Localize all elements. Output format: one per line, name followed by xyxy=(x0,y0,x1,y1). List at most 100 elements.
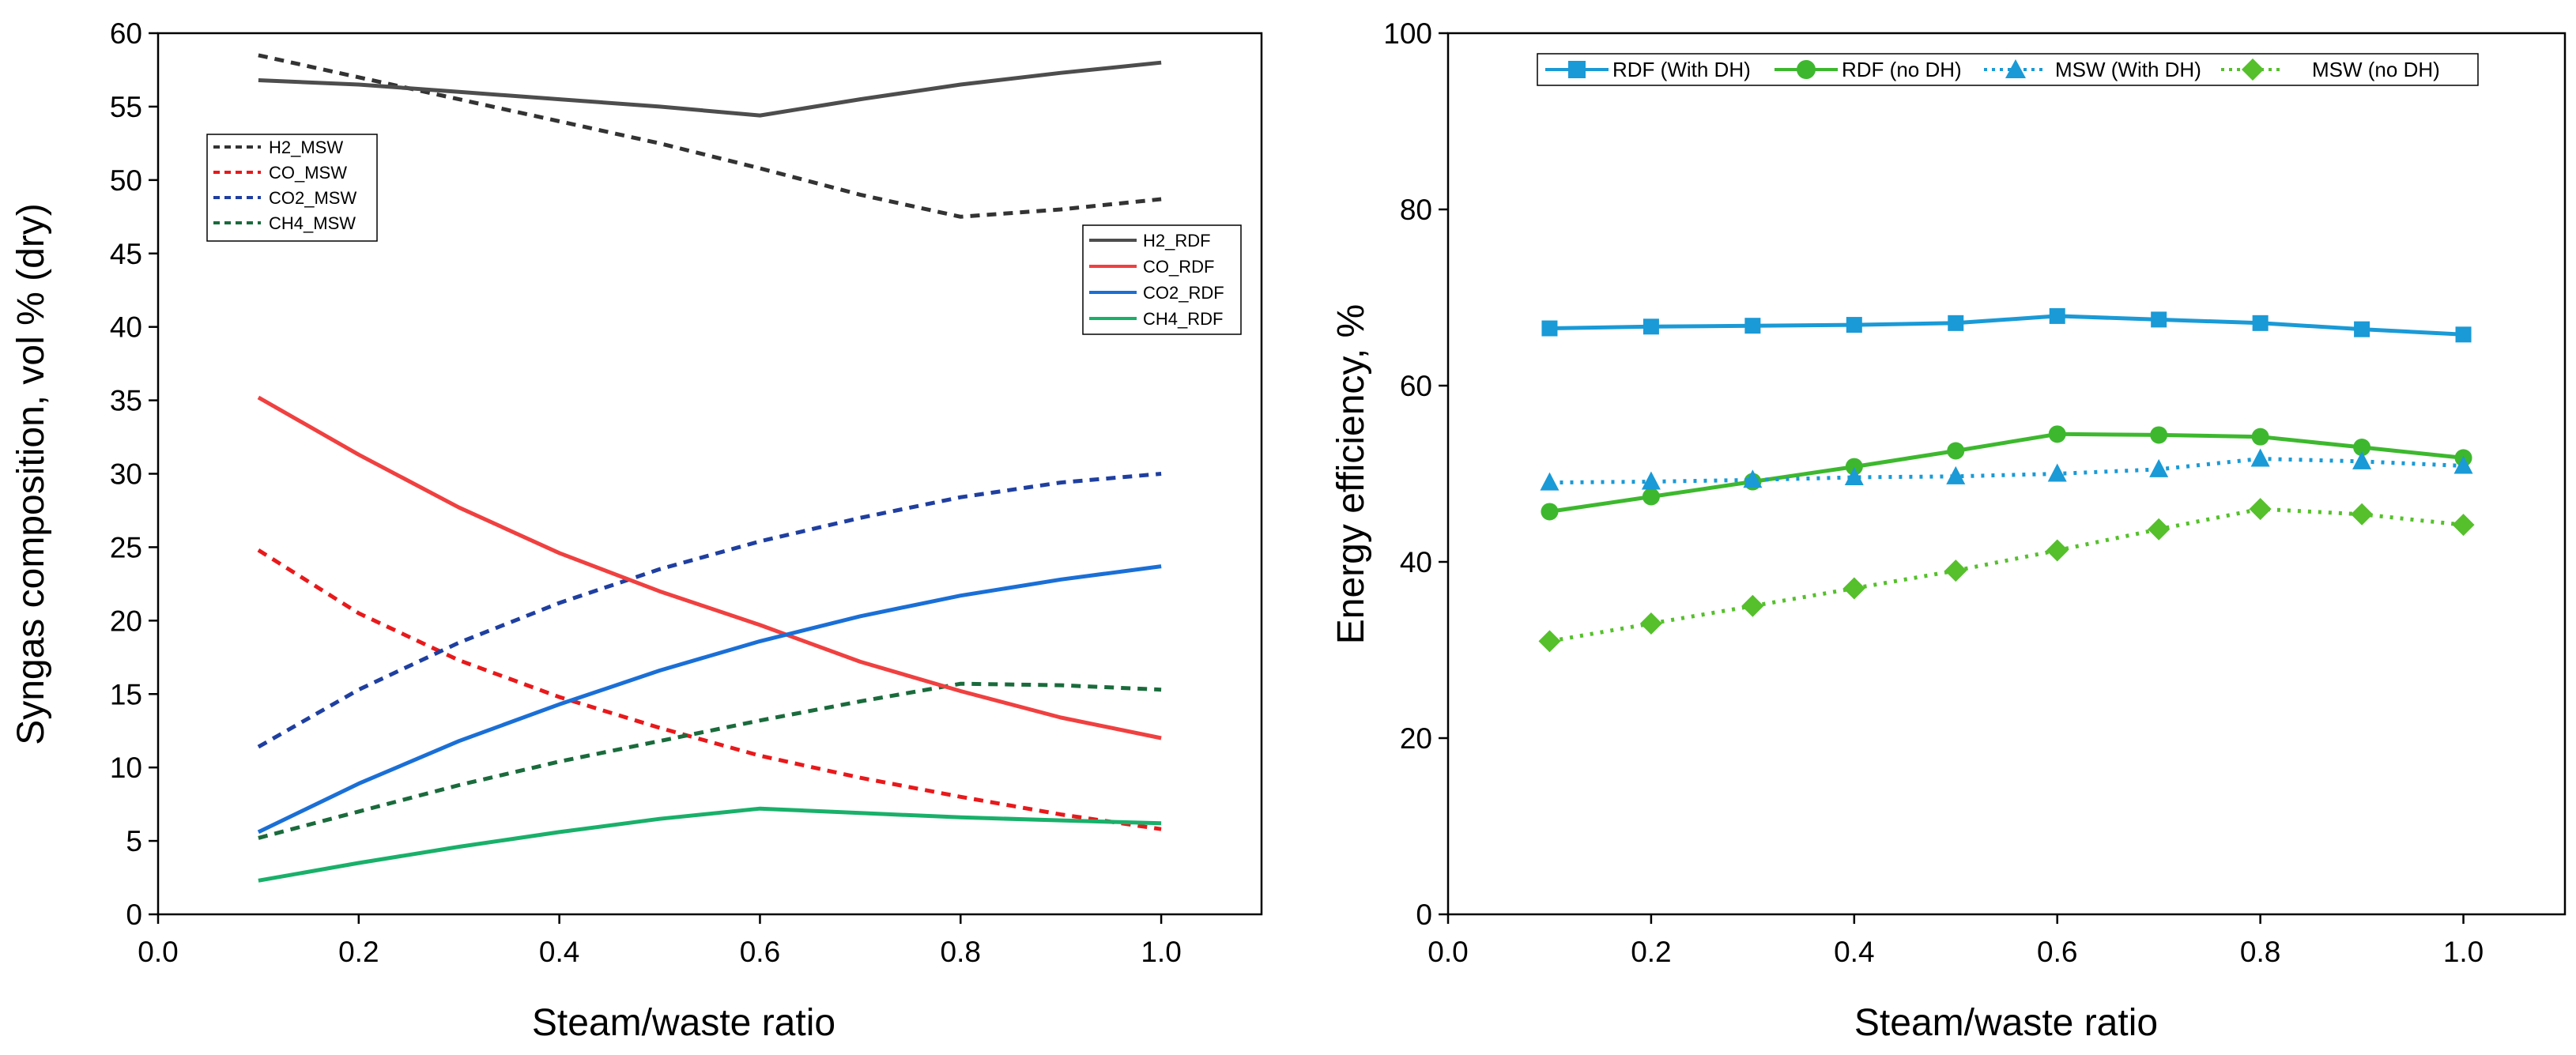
data-point-msw-with-dh xyxy=(1946,465,1966,484)
left-series-group xyxy=(257,53,1162,883)
data-point-msw-with-dh xyxy=(1844,466,1864,485)
left-ytick-label: 0 xyxy=(126,899,142,931)
right-ytick-label: 60 xyxy=(1400,370,1432,402)
data-point-rdf-with-dh xyxy=(2354,321,2370,337)
data-point-rdf-with-dh xyxy=(1541,320,1558,337)
legend-h2-rdf-label: H2_RDF xyxy=(1143,231,1211,251)
series-line-ch4-rdf xyxy=(258,806,1162,883)
series-line-h2-rdf xyxy=(258,60,1162,118)
data-point-rdf-no-dh xyxy=(1541,503,1559,521)
series-line-rdf-with-dh xyxy=(1549,314,2464,337)
data-point-msw-no-dh xyxy=(2249,498,2272,521)
left-xtick-label: 0.6 xyxy=(740,936,780,968)
chart-left: 0 5 10 15 20 25 30 35 40 45 50 55 60 0.0 0.2 0.4 0.6 0.8… xyxy=(10,17,1263,1044)
data-point-rdf-no-dh xyxy=(1642,488,1660,506)
right-legend: RDF (With DH) RDF (no DH) MSW (With DH) … xyxy=(1537,53,2479,86)
data-point-rdf-with-dh xyxy=(2151,311,2167,328)
data-point-msw-no-dh xyxy=(2452,514,2475,537)
right-ytick-label: 100 xyxy=(1383,17,1432,50)
series-line-co2-msw xyxy=(257,472,1162,749)
data-point-rdf-with-dh xyxy=(1744,318,1761,334)
data-point-rdf-no-dh xyxy=(1947,442,1965,460)
data-point-msw-no-dh xyxy=(1538,630,1561,653)
right-legend-box xyxy=(1537,53,2479,86)
right-plot-area xyxy=(1446,32,2567,916)
right-ytick-label: 80 xyxy=(1400,194,1432,226)
left-y-axis: 0 5 10 15 20 25 30 35 40 45 50 55 60 xyxy=(110,17,158,931)
left-y-axis-title: Syngas composition, vol % (dry) xyxy=(10,203,52,745)
data-point-msw-with-dh xyxy=(1743,469,1763,488)
data-point-msw-with-dh xyxy=(2352,450,2372,469)
series-line-co-msw xyxy=(257,548,1162,831)
legend-rdf-no-dh-marker xyxy=(1797,60,1816,79)
right-xtick-label: 0.0 xyxy=(1428,936,1468,968)
legend-rdf-with-dh-marker xyxy=(1568,61,1586,78)
left-ytick-label: 30 xyxy=(110,458,142,491)
series-line-ch4-msw xyxy=(258,681,1162,840)
data-point-msw-no-dh xyxy=(1842,577,1865,600)
right-y-axis-title: Energy efficiency, % xyxy=(1330,304,1372,644)
right-x-axis-title: Steam/waste ratio xyxy=(1854,1002,2158,1044)
legend-co2-msw-label: CO2_MSW xyxy=(269,188,356,208)
left-xtick-label: 0.0 xyxy=(138,936,178,968)
legend-co-msw-label: CO_MSW xyxy=(269,163,347,183)
legend-ch4-msw-label: CH4_MSW xyxy=(269,213,356,233)
series-line-msw-no-dh xyxy=(1549,507,2464,643)
left-ytick-label: 25 xyxy=(110,531,142,563)
data-point-msw-with-dh xyxy=(1641,471,1661,490)
legend-co2-rdf-label: CO2_RDF xyxy=(1143,283,1224,303)
data-point-rdf-no-dh xyxy=(2150,426,2168,444)
right-xtick-label: 0.4 xyxy=(1834,936,1874,968)
legend-msw-with-dh-marker xyxy=(2005,59,2026,78)
data-point-rdf-no-dh xyxy=(1845,458,1863,476)
right-y-axis: 0 20 40 60 80 100 xyxy=(1383,17,1448,931)
legend-co-rdf-label: CO_RDF xyxy=(1143,257,1214,277)
left-legend-rdf-box xyxy=(1082,224,1242,335)
data-point-msw-no-dh xyxy=(1944,560,1967,582)
right-xtick-label: 0.6 xyxy=(2037,936,2077,968)
left-ytick-label: 60 xyxy=(110,17,142,50)
right-series-group xyxy=(1538,307,2475,653)
data-point-msw-no-dh xyxy=(2148,518,2171,541)
right-ytick-label: 40 xyxy=(1400,546,1432,578)
left-legend-msw-box xyxy=(206,134,378,242)
series-line-co-rdf xyxy=(257,395,1162,740)
data-point-rdf-no-dh xyxy=(2353,439,2371,457)
data-point-rdf-with-dh xyxy=(1948,315,1964,331)
left-ytick-label: 15 xyxy=(110,678,142,710)
left-xtick-label: 0.8 xyxy=(941,936,981,968)
data-point-rdf-with-dh xyxy=(1846,317,1862,333)
chart-right: 0 20 40 60 80 100 0.0 0.2 0.4 0.6 0.8 1.0 Energy e… xyxy=(1330,17,2567,1044)
right-xtick-label: 1.0 xyxy=(2443,936,2484,968)
data-point-msw-no-dh xyxy=(1741,594,1764,617)
left-ytick-label: 40 xyxy=(110,311,142,344)
legend-ch4-rdf-label: CH4_RDF xyxy=(1143,309,1223,329)
series-line-msw-with-dh xyxy=(1549,457,2464,485)
legend-rdf-with-dh-label: RDF (With DH) xyxy=(1612,58,1751,81)
left-legend-rdf: H2_RDF CO_RDF CO2_RDF CH4_RDF xyxy=(1082,224,1242,335)
data-point-rdf-no-dh xyxy=(2251,428,2269,446)
right-xtick-label: 0.2 xyxy=(1631,936,1671,968)
left-ytick-label: 45 xyxy=(110,238,142,270)
right-x-axis: 0.0 0.2 0.4 0.6 0.8 1.0 xyxy=(1428,914,2484,968)
left-ytick-label: 20 xyxy=(110,605,142,637)
right-xtick-label: 0.8 xyxy=(2240,936,2280,968)
left-legend-msw: H2_MSW CO_MSW CO2_MSW CH4_MSW xyxy=(206,134,378,242)
series-line-rdf-no-dh xyxy=(1549,431,2464,514)
data-point-rdf-with-dh xyxy=(1643,318,1659,335)
data-point-rdf-with-dh xyxy=(2049,307,2065,324)
data-point-msw-with-dh xyxy=(2250,448,2270,467)
right-ytick-label: 0 xyxy=(1416,899,1432,931)
legend-msw-no-dh-marker xyxy=(2242,58,2264,81)
left-ytick-label: 55 xyxy=(110,91,142,123)
data-point-msw-with-dh xyxy=(2453,455,2473,474)
data-point-msw-with-dh xyxy=(2047,463,2067,482)
data-point-msw-no-dh xyxy=(1639,612,1662,635)
data-point-msw-no-dh xyxy=(2046,539,2069,562)
left-ytick-label: 50 xyxy=(110,164,142,197)
data-point-rdf-no-dh xyxy=(2048,425,2066,443)
right-ytick-label: 20 xyxy=(1400,722,1432,755)
left-xtick-label: 0.4 xyxy=(539,936,579,968)
left-ytick-label: 10 xyxy=(110,752,142,784)
